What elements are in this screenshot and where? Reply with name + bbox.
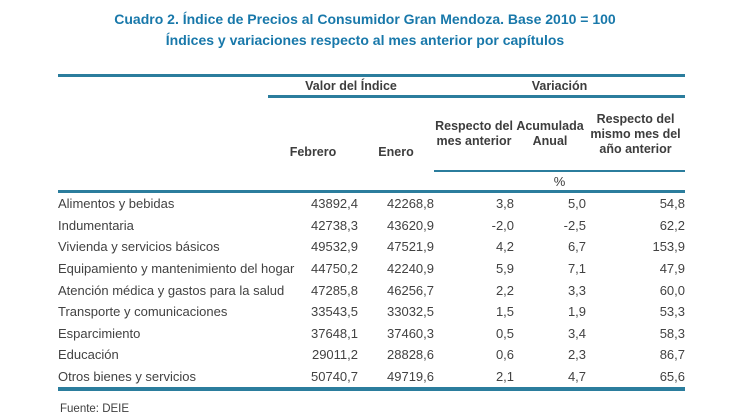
row-label: Transporte y comunicaciones xyxy=(58,304,228,320)
cell-febrero: 43892,4 xyxy=(311,196,358,212)
cell-var-interanual: 86,7 xyxy=(659,347,686,363)
cell-var-mes: 4,2 xyxy=(495,239,515,255)
cell-var-mes: -2,0 xyxy=(491,217,515,233)
cell-var-interanual: 65,6 xyxy=(586,365,686,392)
cell-febrero: 37648,1 xyxy=(311,325,358,341)
cell-febrero: 47285,8 xyxy=(311,282,358,298)
cell-var-mes: 1,5 xyxy=(495,304,515,320)
cell-var-interanual: 153,9 xyxy=(652,239,686,255)
cell-febrero: 50740,7 xyxy=(268,365,358,392)
row-label: Otros bienes y servicios xyxy=(58,365,268,392)
cell-febrero: 49532,9 xyxy=(311,239,358,255)
cell-var-mes: 2,1 xyxy=(434,365,515,392)
col-header-respecto-mes-anterior: Respecto del mes anterior xyxy=(434,96,515,172)
table-row: Transporte y comunicaciones 33543,5 3303… xyxy=(58,301,685,323)
col-header-febrero: Febrero xyxy=(289,145,337,159)
row-label: Indumentaria xyxy=(58,217,134,233)
cell-acumulada: -2,5 xyxy=(563,217,587,233)
group-header-valor-indice: Valor del Índice xyxy=(268,74,435,98)
group-header-spacer xyxy=(58,74,268,97)
cell-enero: 46256,7 xyxy=(387,282,435,298)
ipc-table: Valor del Índice Variación Febrero Enero… xyxy=(58,74,686,392)
table-row: Otros bienes y servicios 50740,7 49719,6… xyxy=(58,365,686,392)
cell-enero: 37460,3 xyxy=(387,325,435,341)
cell-febrero: 33543,5 xyxy=(311,304,358,320)
unit-row-spacer xyxy=(58,171,435,193)
unit-percent: % xyxy=(434,171,686,193)
cell-var-mes: 0,6 xyxy=(495,347,515,363)
cell-febrero: 29011,2 xyxy=(311,347,358,363)
cell-acumulada: 3,3 xyxy=(567,282,587,298)
column-header-row: Febrero Enero Respecto del mes anterior … xyxy=(58,96,686,172)
row-label: Esparcimiento xyxy=(58,325,141,341)
cell-acumulada: 3,4 xyxy=(567,325,587,341)
cell-enero: 28828,6 xyxy=(387,347,435,363)
table-row: Atención médica y gastos para la salud 4… xyxy=(58,279,685,301)
cell-var-mes: 3,8 xyxy=(495,196,515,212)
cell-var-mes: 2,2 xyxy=(495,282,515,298)
table-title: Cuadro 2. Índice de Precios al Consumido… xyxy=(0,0,730,51)
cell-enero: 42240,9 xyxy=(387,261,435,277)
col-header-acumulada-anual: Acumulada Anual xyxy=(514,96,587,172)
table-title-line1: Cuadro 2. Índice de Precios al Consumido… xyxy=(114,11,616,27)
table-title-line2: Índices y variaciones respecto al mes an… xyxy=(165,32,565,48)
table-row: Equipamiento y mantenimiento del hogar 4… xyxy=(58,258,685,280)
group-header-row: Valor del Índice Variación xyxy=(58,74,686,98)
row-label: Educación xyxy=(58,347,119,363)
row-label: Alimentos y bebidas xyxy=(58,196,175,212)
cell-var-interanual: 47,9 xyxy=(659,261,686,277)
table-row: Esparcimiento 37648,1 37460,3 0,5 3,4 58… xyxy=(58,323,685,345)
cell-acumulada: 1,9 xyxy=(567,304,587,320)
cell-enero: 33032,5 xyxy=(387,304,435,320)
cell-enero: 42268,8 xyxy=(387,196,435,212)
cell-febrero: 44750,2 xyxy=(311,261,358,277)
col-header-enero: Enero xyxy=(378,145,414,159)
cell-acumulada: 6,7 xyxy=(567,239,587,255)
table-row: Educación 29011,2 28828,6 0,6 2,3 86,7 xyxy=(58,344,685,366)
cell-var-interanual: 62,2 xyxy=(659,217,686,233)
group-header-variacion: Variación xyxy=(434,74,686,98)
cell-acumulada: 5,0 xyxy=(567,196,587,212)
cell-var-mes: 5,9 xyxy=(495,261,515,277)
row-label: Atención médica y gastos para la salud xyxy=(58,282,285,298)
row-label: Vivienda y servicios básicos xyxy=(58,239,220,255)
unit-row: % xyxy=(58,171,686,193)
cell-enero: 49719,6 xyxy=(358,365,435,392)
table-row: Alimentos y bebidas 43892,4 42268,8 3,8 … xyxy=(58,192,685,215)
cell-var-interanual: 54,8 xyxy=(659,196,686,212)
source-note: Fuente: DEIE xyxy=(60,403,130,415)
cell-enero: 47521,9 xyxy=(387,239,435,255)
row-label: Equipamiento y mantenimiento del hogar xyxy=(58,261,295,277)
cell-acumulada: 7,1 xyxy=(567,261,587,277)
cell-var-interanual: 60,0 xyxy=(659,282,686,298)
cell-febrero: 42738,3 xyxy=(311,217,358,233)
cell-var-interanual: 58,3 xyxy=(659,325,686,341)
cell-var-interanual: 53,3 xyxy=(659,304,686,320)
cell-var-mes: 0,5 xyxy=(495,325,515,341)
column-header-spacer xyxy=(58,97,268,172)
cell-acumulada: 2,3 xyxy=(567,347,587,363)
col-header-respecto-mismo-mes: Respecto del mismo mes del año anterior xyxy=(586,96,686,172)
cell-acumulada: 4,7 xyxy=(514,365,587,392)
table-row: Indumentaria 42738,3 43620,9 -2,0 -2,5 6… xyxy=(58,215,685,237)
cell-enero: 43620,9 xyxy=(387,217,435,233)
table-row: Vivienda y servicios básicos 49532,9 475… xyxy=(58,236,685,258)
